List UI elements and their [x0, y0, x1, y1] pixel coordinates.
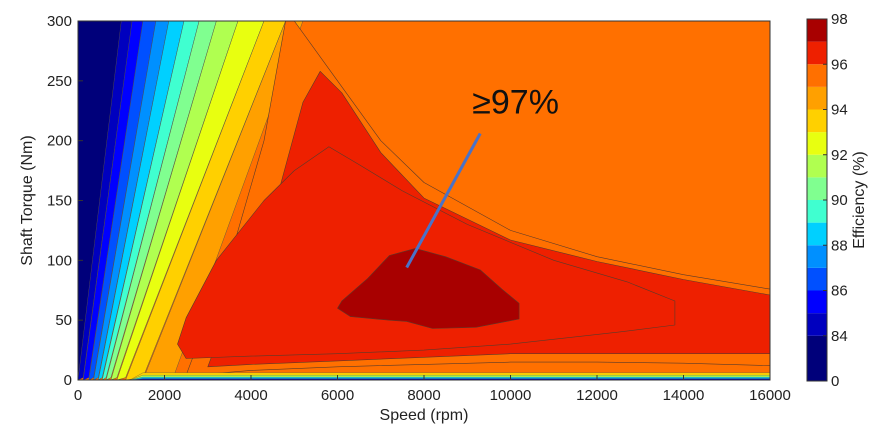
colorbar-tick-label: 90 [831, 192, 848, 209]
y-tick-label: 300 [47, 13, 72, 30]
contour-band-86 [88, 21, 157, 380]
y-tick-label: 200 [47, 133, 72, 150]
colorbar-bottom-label: 0 [831, 373, 839, 390]
colorbar-segment [807, 290, 827, 314]
contour-band-88 [98, 21, 185, 380]
y-axis-ticks: 0 50 100 150 200 250 300 [47, 13, 83, 389]
low-efficiency-bands [78, 21, 304, 380]
colorbar-segment [807, 132, 827, 155]
contour-plot-area [78, 21, 770, 380]
colorbar-segment [807, 335, 827, 381]
colorbar-tick-label: 96 [831, 56, 848, 73]
colorbar-segment [807, 19, 827, 42]
x-axis-ticks: 0 2000 4000 6000 8000 10000 12000 14000 16000 [74, 375, 791, 404]
colorbar-tick-label: 86 [831, 283, 848, 300]
x-tick-label: 14000 [663, 387, 705, 404]
colorbar-segment [807, 109, 827, 133]
y-tick-label: 150 [47, 193, 72, 210]
x-tick-label: 6000 [321, 387, 354, 404]
x-tick-label: 4000 [234, 387, 267, 404]
contour-band-89 [101, 21, 200, 380]
colorbar-tick-label: 84 [831, 328, 848, 345]
x-tick-label: 0 [74, 387, 82, 404]
x-tick-label: 10000 [490, 387, 532, 404]
colorbar: 84 86 88 90 92 94 96 98 0 [806, 11, 848, 390]
colorbar-segment [807, 64, 827, 87]
colorbar-segment [807, 313, 827, 336]
x-tick-label: 8000 [407, 387, 440, 404]
annotation-label: ≥97% [472, 83, 559, 121]
colorbar-segment [807, 267, 827, 291]
colorbar-segment [807, 245, 827, 268]
colorbar-tick-label: 88 [831, 237, 848, 254]
colorbar-tick-label: 98 [831, 11, 848, 28]
colorbar-segment [807, 200, 827, 223]
y-tick-label: 50 [55, 312, 72, 329]
colorbar-segment [807, 222, 827, 246]
y-tick-label: 250 [47, 73, 72, 90]
contour-band-91 [110, 21, 239, 380]
x-tick-label: 12000 [576, 387, 618, 404]
contour-band-92 [116, 21, 265, 380]
colorbar-label: Efficiency (%) [851, 151, 868, 249]
x-tick-label: 2000 [148, 387, 181, 404]
contour-band-84 [78, 21, 133, 380]
colorbar-segment [807, 154, 827, 178]
contour-band-87 [93, 21, 170, 380]
y-tick-label: 0 [64, 372, 72, 389]
contour-band-85 [82, 21, 144, 380]
y-axis-label: Shaft Torque (Nm) [19, 135, 36, 265]
colorbar-segment [807, 177, 827, 200]
contour-band-90 [105, 21, 217, 380]
x-axis-label: Speed (rpm) [380, 407, 469, 424]
colorbar-segment [807, 86, 827, 110]
colorbar-segment [807, 41, 827, 65]
colorbar-tick-label: 92 [831, 147, 848, 164]
x-tick-label: 16000 [749, 387, 791, 404]
y-tick-label: 100 [47, 252, 72, 269]
colorbar-tick-label: 94 [831, 102, 848, 119]
contour-region-97 [337, 248, 520, 329]
annotation-arrow [405, 132, 482, 269]
